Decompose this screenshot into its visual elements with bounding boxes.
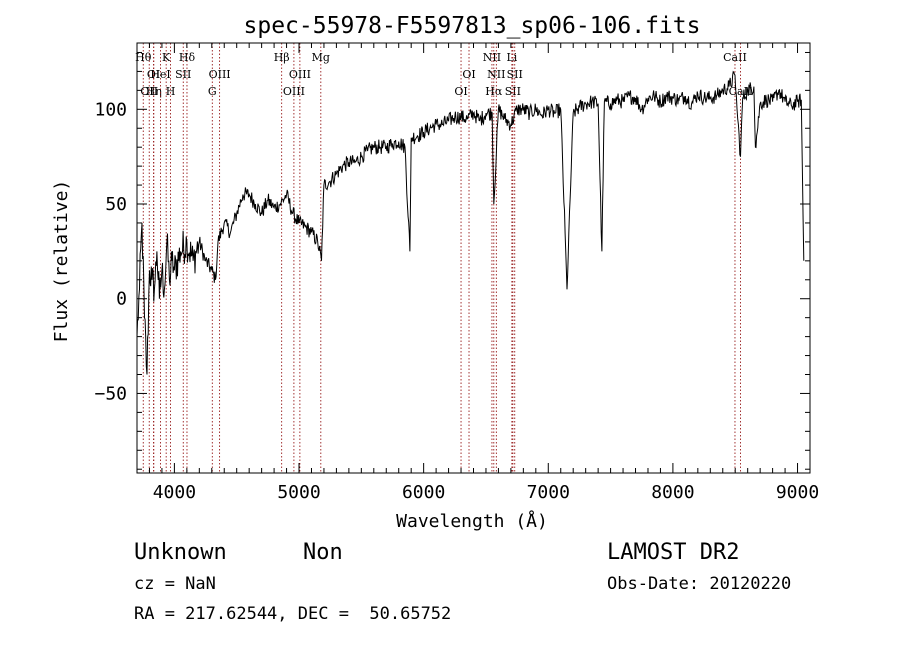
y-tick-label: 50 bbox=[105, 194, 127, 215]
x-tick-label: 6000 bbox=[402, 482, 445, 503]
line-marker-label: OII bbox=[140, 85, 158, 98]
line-marker-label: OIII bbox=[289, 68, 311, 81]
object-class: Unknown bbox=[134, 540, 227, 565]
spectrum-series-line bbox=[137, 70, 805, 375]
survey-name: LAMOST DR2 bbox=[607, 540, 739, 565]
x-axis-label: Wavelength (Å) bbox=[396, 510, 548, 532]
x-tick-label: 9000 bbox=[776, 482, 819, 503]
plot-frame bbox=[136, 42, 811, 474]
line-marker-label: OI bbox=[462, 68, 475, 81]
line-marker-label: H bbox=[166, 85, 176, 98]
y-tick-label: −50 bbox=[94, 383, 127, 404]
line-markers: HθOIIOIHηHeIKHSIIHδGOIIIHβOIIIOIIIMgOIOI… bbox=[135, 43, 752, 473]
x-tick-label: 7000 bbox=[527, 482, 570, 503]
line-marker-label: SII bbox=[507, 68, 523, 81]
line-marker-label: K bbox=[162, 51, 171, 64]
x-axis: 4000 5000 6000 7000 8000 9000 bbox=[136, 43, 819, 503]
object-subclass: Non bbox=[303, 540, 343, 565]
line-marker-label: Hβ bbox=[274, 51, 290, 64]
x-tick-label: 5000 bbox=[277, 482, 320, 503]
x-tick-label: 8000 bbox=[651, 482, 694, 503]
line-marker-label: Hθ bbox=[135, 51, 152, 64]
line-marker-label: NII bbox=[483, 51, 501, 64]
line-marker-label: Li bbox=[506, 51, 517, 64]
line-marker-label: G bbox=[208, 85, 217, 98]
line-marker-label: Hδ bbox=[179, 51, 196, 64]
y-axis-label: Flux (relative) bbox=[51, 180, 72, 343]
line-marker-label: SII bbox=[505, 85, 521, 98]
y-tick-label: 0 bbox=[116, 289, 127, 310]
line-marker-label: CaII bbox=[723, 51, 747, 64]
line-marker-label: SII bbox=[175, 68, 191, 81]
line-marker-label: Hη bbox=[146, 85, 162, 98]
y-tick-label: 100 bbox=[94, 99, 127, 120]
line-marker-label: OI bbox=[454, 85, 467, 98]
line-marker-label: Mg bbox=[312, 51, 330, 64]
y-axis: −50 0 50 100 bbox=[94, 51, 810, 470]
observation-date: Obs-Date: 20120220 bbox=[607, 574, 791, 594]
x-tick-label: 4000 bbox=[153, 482, 196, 503]
chart-title: spec-55978-F5597813_sp06-106.fits bbox=[244, 13, 701, 39]
line-marker-label: OIII bbox=[283, 85, 305, 98]
line-marker-label: HeI bbox=[150, 68, 170, 81]
line-marker-label: OIII bbox=[209, 68, 231, 81]
line-marker-label: Hα bbox=[485, 85, 503, 98]
redshift-cz: cz = NaN bbox=[134, 574, 216, 594]
line-marker-label: NII bbox=[487, 68, 505, 81]
coordinates: RA = 217.62544, DEC = 50.65752 bbox=[134, 604, 451, 624]
